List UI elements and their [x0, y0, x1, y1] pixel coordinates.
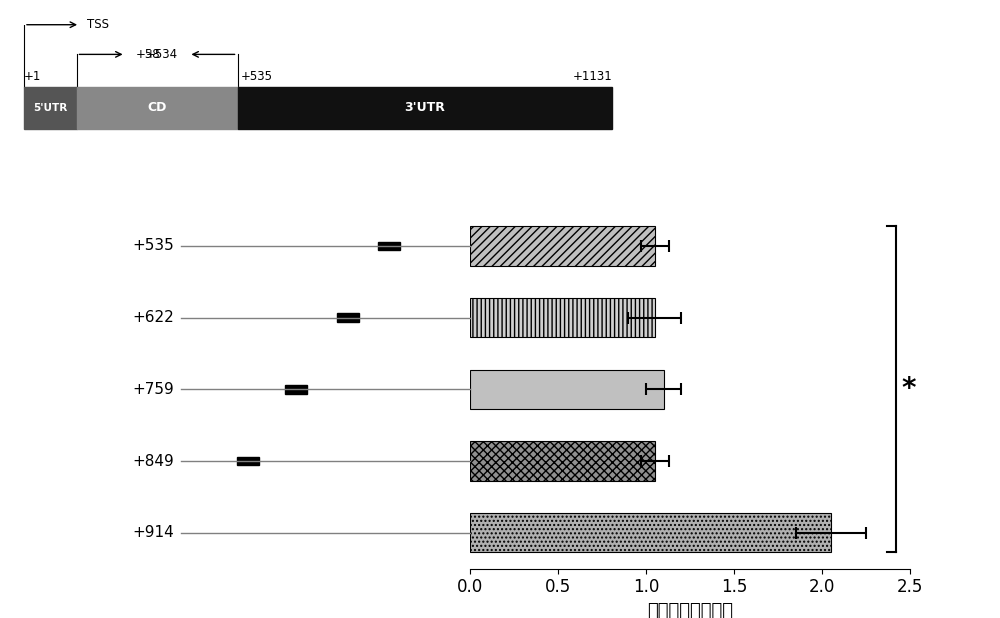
- Text: TSS: TSS: [87, 18, 109, 32]
- Text: +1131: +1131: [572, 70, 612, 83]
- Text: +535: +535: [132, 239, 174, 253]
- Bar: [378, 242, 400, 250]
- Bar: [337, 313, 359, 322]
- Text: *: *: [901, 375, 915, 404]
- Bar: [470, 513, 831, 552]
- Bar: [470, 370, 664, 409]
- Bar: [285, 385, 307, 394]
- X-axis label: 荧光素酶相对活性: 荧光素酶相对活性: [647, 602, 733, 618]
- Text: +759: +759: [132, 382, 174, 397]
- Bar: [76, 87, 238, 129]
- Bar: [237, 457, 259, 465]
- Text: +535: +535: [241, 70, 273, 83]
- Bar: [24, 87, 76, 129]
- Text: 5'UTR: 5'UTR: [33, 103, 67, 112]
- Bar: [470, 298, 655, 337]
- Text: +1: +1: [24, 70, 41, 83]
- Text: CD: CD: [147, 101, 167, 114]
- Bar: [238, 87, 612, 129]
- Text: +534: +534: [146, 48, 178, 61]
- Text: +58: +58: [136, 48, 161, 61]
- Text: +849: +849: [132, 454, 174, 468]
- Bar: [470, 441, 655, 481]
- Bar: [470, 226, 655, 266]
- Text: 3'UTR: 3'UTR: [404, 101, 445, 114]
- Text: +914: +914: [132, 525, 174, 540]
- Text: +622: +622: [132, 310, 174, 325]
